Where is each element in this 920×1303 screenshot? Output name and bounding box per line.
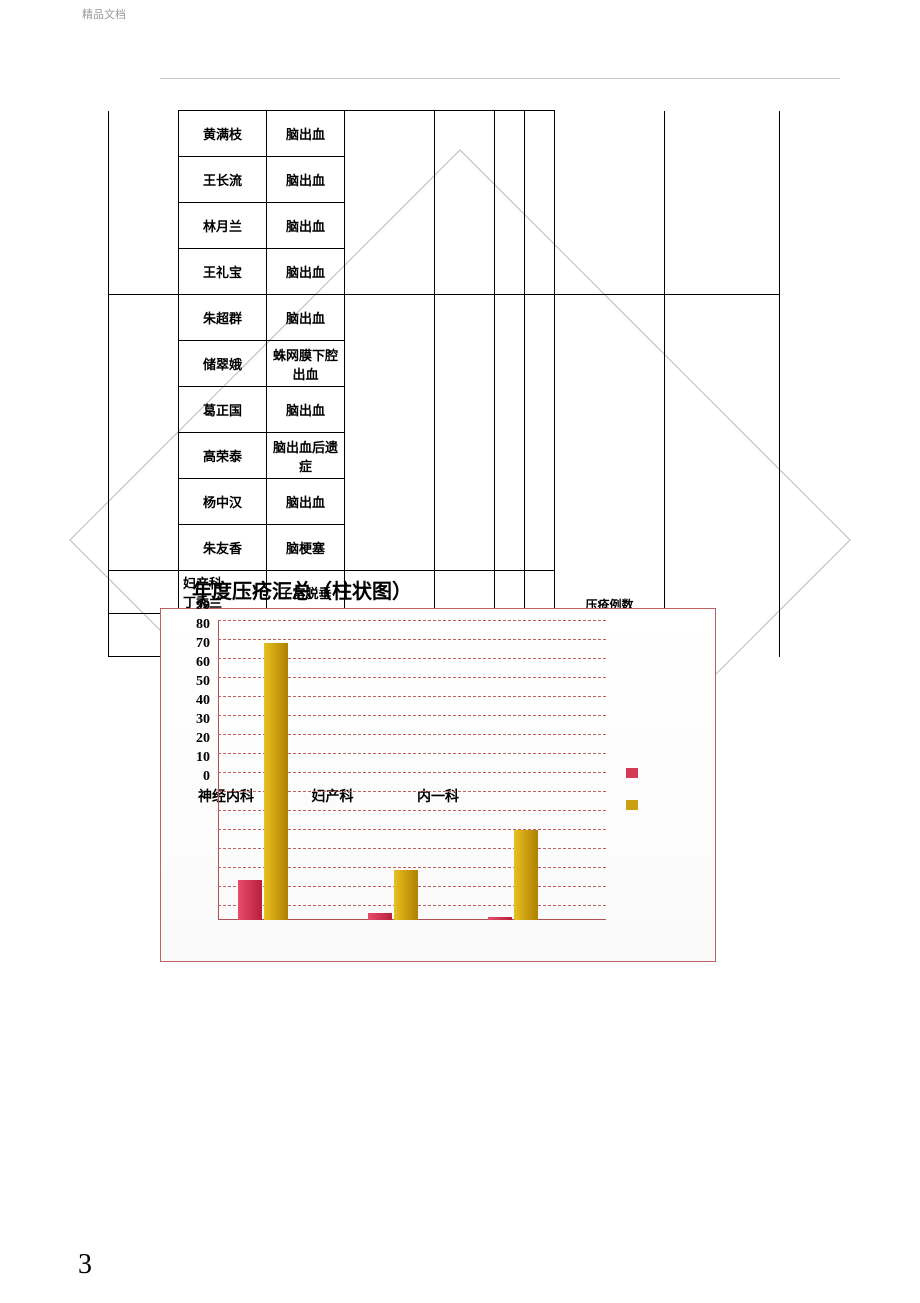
y-tick: 80 <box>186 615 210 634</box>
patient-diag: 蛛网膜下腔出血 <box>267 341 345 387</box>
patient-name: 储翠娥 <box>179 341 267 387</box>
bar-red <box>238 880 262 920</box>
patient-name: 王礼宝 <box>179 249 267 295</box>
y-axis-labels: 90 80 70 60 50 40 30 20 10 0 <box>186 596 210 786</box>
bar-red <box>488 917 512 920</box>
table-group-cell <box>109 111 179 295</box>
grid-line <box>218 639 606 640</box>
bar-red <box>368 913 392 920</box>
y-tick: 40 <box>186 691 210 710</box>
grid-line <box>218 620 606 621</box>
patient-name: 林月兰 <box>179 203 267 249</box>
y-tick: 10 <box>186 748 210 767</box>
table-cell <box>665 295 780 571</box>
patient-name: 葛正国 <box>179 387 267 433</box>
patient-name: 高荣泰 <box>179 433 267 479</box>
patient-name: 朱友香 <box>179 525 267 571</box>
table-row: 朱超群 脑出血 <box>109 295 780 341</box>
table-cell <box>555 111 665 295</box>
table-cell <box>435 111 495 295</box>
page-header-label: 精品文档 <box>82 6 126 22</box>
patient-diag: 脑梗塞 <box>267 525 345 571</box>
legend-swatch-red <box>626 768 638 778</box>
patient-diag: 脑出血 <box>267 387 345 433</box>
patient-name: 黄满枝 <box>179 111 267 157</box>
table-cell <box>435 295 495 571</box>
table-cell <box>555 295 665 571</box>
patient-name: 朱超群 <box>179 295 267 341</box>
patient-diag: 脑出血 <box>267 295 345 341</box>
y-tick: 30 <box>186 710 210 729</box>
chart-plot-area <box>218 620 606 920</box>
bar-gold <box>514 830 538 920</box>
patient-diag: 脑出血 <box>267 157 345 203</box>
table-cell <box>495 111 525 295</box>
patient-diag: 脑出血 <box>267 249 345 295</box>
y-tick: 60 <box>186 653 210 672</box>
legend-swatch-gold <box>626 800 638 810</box>
bar-gold <box>264 643 288 920</box>
table-cell <box>345 111 435 295</box>
y-axis-line <box>218 620 219 920</box>
patient-diag: 脑出血 <box>267 203 345 249</box>
patient-name: 杨中汉 <box>179 479 267 525</box>
table-cell <box>345 295 435 571</box>
table-cell <box>525 111 555 295</box>
y-tick: 20 <box>186 729 210 748</box>
y-tick: 90 <box>186 596 210 615</box>
chart-title: 年度压疮汇总（柱状图） <box>192 575 412 604</box>
patient-diag: 脑出血 <box>267 111 345 157</box>
patient-diag: 脑出血 <box>267 479 345 525</box>
table-cell <box>525 295 555 571</box>
patient-name: 王长流 <box>179 157 267 203</box>
top-horizontal-rule <box>160 78 840 79</box>
table-cell <box>495 295 525 571</box>
table-row: 黄满枝 脑出血 <box>109 111 780 157</box>
y-tick: 0 <box>186 767 210 786</box>
y-tick: 70 <box>186 634 210 653</box>
patient-diag: 脑出血后遗症 <box>267 433 345 479</box>
table-cell <box>665 111 780 295</box>
bar-gold <box>394 870 418 920</box>
page-number: 3 <box>78 1249 92 1281</box>
table-group-cell <box>109 295 179 571</box>
y-tick: 50 <box>186 672 210 691</box>
